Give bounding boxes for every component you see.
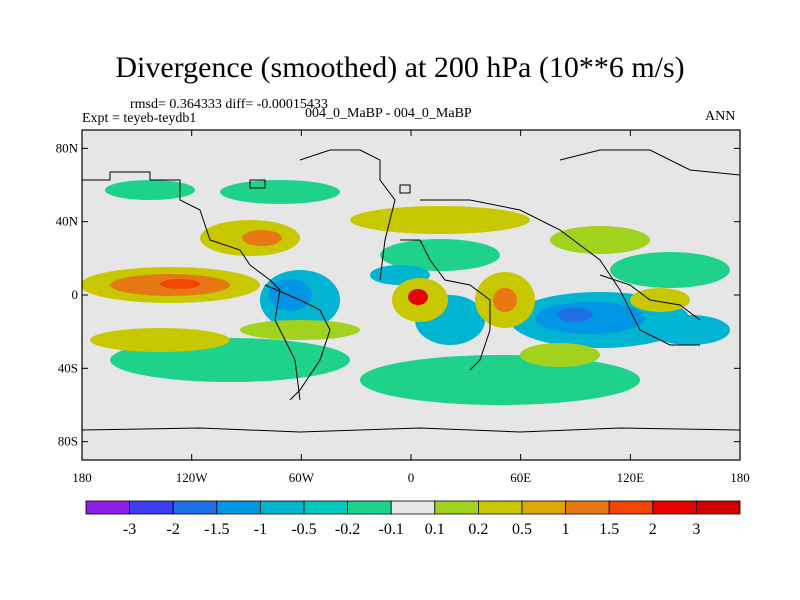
coastline-segment bbox=[400, 239, 491, 371]
field-blob bbox=[268, 279, 312, 311]
field-blob bbox=[350, 206, 530, 234]
field-blob bbox=[650, 315, 730, 345]
field-blob bbox=[610, 252, 730, 288]
lat-tick-label: 40S bbox=[58, 360, 78, 375]
field-blob bbox=[630, 288, 690, 312]
rmsd-diff-text: rmsd= 0.364333 diff= -0.00015433 bbox=[130, 97, 328, 112]
field-blob bbox=[493, 288, 517, 312]
coastline-segment bbox=[264, 284, 331, 401]
field-blob bbox=[557, 308, 593, 322]
colorbar-swatch bbox=[652, 500, 697, 515]
field-blob bbox=[90, 328, 230, 352]
colorbar-swatch bbox=[216, 500, 261, 515]
field-blob bbox=[360, 355, 640, 405]
colorbar-label: -1.5 bbox=[204, 521, 229, 538]
colorbar-swatch bbox=[434, 500, 479, 515]
field-blob bbox=[408, 289, 428, 305]
field-blob bbox=[220, 180, 340, 204]
field-blob bbox=[520, 343, 600, 367]
colorbar-swatch bbox=[85, 500, 130, 515]
lat-tick-label: 0 bbox=[72, 287, 79, 302]
colorbar-swatch bbox=[477, 500, 523, 515]
colorbar-label: 1.5 bbox=[599, 521, 619, 538]
colorbar-swatch bbox=[696, 500, 741, 515]
plot-title: Divergence (smoothed) at 200 hPa (10**6 … bbox=[115, 51, 685, 84]
colorbar-label: 3 bbox=[692, 521, 700, 538]
colorbar-label: -2 bbox=[167, 521, 180, 538]
coastline-segment bbox=[82, 171, 301, 401]
coastline-segment bbox=[249, 179, 266, 189]
coastline-segment bbox=[559, 149, 740, 176]
lat-tick-label: 40N bbox=[56, 214, 79, 229]
coastlines bbox=[82, 149, 740, 433]
field-blob bbox=[380, 239, 500, 271]
colorbar-label: -0.5 bbox=[291, 521, 316, 538]
lat-axis: 80N 40N 0 40S 80S bbox=[56, 140, 740, 449]
lon-tick-label: 60E bbox=[510, 470, 531, 485]
colorbar-swatch bbox=[129, 500, 174, 515]
colorbar: -3 -2 -1.5 -1 -0.5 -0.2 -0.1 0.1 0.2 0.5 1 1.5 2 3 bbox=[85, 500, 741, 538]
colorbar-label: -1 bbox=[254, 521, 267, 538]
colorbar-label: 2 bbox=[649, 521, 657, 538]
lon-tick-label: 0 bbox=[408, 470, 415, 485]
colorbar-swatch bbox=[390, 500, 436, 515]
lon-axis: 180 120W 60W 0 60E 120E 180 bbox=[72, 130, 750, 485]
colorbar-label: 0.2 bbox=[468, 521, 488, 538]
season-label: ANN bbox=[705, 109, 736, 124]
coastline-segment bbox=[420, 199, 700, 346]
field-blob bbox=[240, 320, 360, 340]
coastline-segment bbox=[299, 149, 396, 281]
field-blob bbox=[242, 230, 282, 246]
colorbar-label: 1 bbox=[562, 521, 570, 538]
colorbar-swatch bbox=[608, 500, 654, 515]
lon-tick-label: 120E bbox=[617, 470, 645, 485]
colorbar-swatch bbox=[259, 500, 305, 515]
field-blob bbox=[160, 279, 200, 289]
colorbar-label: -0.1 bbox=[379, 521, 404, 538]
colorbar-swatch bbox=[521, 500, 566, 515]
coastline-segment bbox=[399, 184, 411, 194]
experiment-label: Expt = teyeb-teydb1 bbox=[82, 111, 197, 126]
lon-tick-label: 180 bbox=[72, 470, 92, 485]
colorbar-swatch bbox=[347, 500, 392, 515]
field-blob bbox=[105, 180, 195, 200]
colorbar-label: -3 bbox=[123, 521, 136, 538]
colorbar-swatch bbox=[565, 500, 610, 515]
field-blob bbox=[550, 226, 650, 254]
colorbar-swatch bbox=[303, 500, 348, 515]
case-comparison-label: 004_0_MaBP - 004_0_MaBP bbox=[305, 106, 472, 121]
lon-tick-label: 120W bbox=[176, 470, 209, 485]
coastline-segment bbox=[82, 427, 740, 433]
lon-tick-label: 180 bbox=[730, 470, 750, 485]
lat-tick-label: 80S bbox=[58, 434, 78, 449]
colorbar-label: -0.2 bbox=[335, 521, 360, 538]
colorbar-label: 0.1 bbox=[425, 521, 445, 538]
lat-tick-label: 80N bbox=[56, 140, 79, 155]
coastline-segment bbox=[599, 274, 701, 321]
lon-tick-label: 60W bbox=[289, 470, 315, 485]
colorbar-swatch bbox=[172, 500, 218, 515]
colorbar-label: 0.5 bbox=[512, 521, 532, 538]
